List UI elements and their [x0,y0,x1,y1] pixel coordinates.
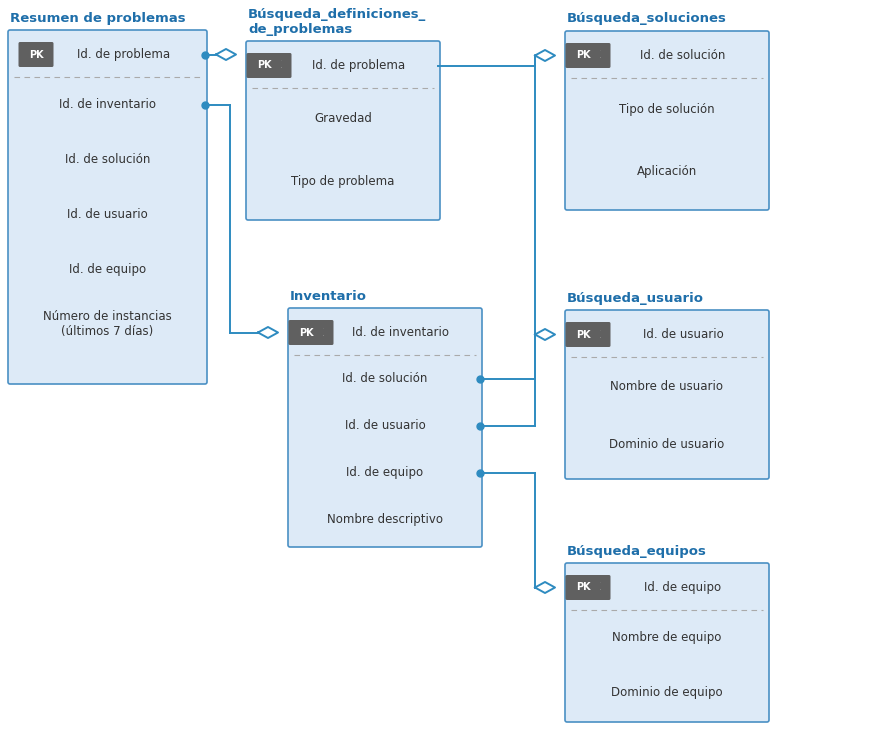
FancyBboxPatch shape [575,43,610,68]
Text: PK: PK [586,330,601,339]
Text: Id. de equipo: Id. de equipo [645,581,721,594]
FancyBboxPatch shape [288,320,324,345]
Text: PK: PK [257,60,272,71]
Text: PK: PK [586,51,601,60]
FancyBboxPatch shape [19,42,54,67]
Text: Número de instancias
(últimos 7 días): Número de instancias (últimos 7 días) [43,310,172,339]
Text: Id. de usuario: Id. de usuario [345,419,425,432]
Text: Id. de problema: Id. de problema [77,48,170,61]
FancyBboxPatch shape [257,53,291,78]
FancyBboxPatch shape [575,322,610,347]
FancyBboxPatch shape [565,575,601,600]
FancyBboxPatch shape [565,43,601,68]
Text: PK: PK [586,583,601,592]
FancyBboxPatch shape [8,30,207,384]
FancyBboxPatch shape [575,575,610,600]
Text: PK: PK [576,583,590,592]
Text: Búsqueda_definiciones_
de_problemas: Búsqueda_definiciones_ de_problemas [248,8,426,36]
FancyBboxPatch shape [565,31,769,210]
Text: Tipo de problema: Tipo de problema [291,175,394,187]
Text: Id. de solución: Id. de solución [342,372,428,385]
Text: Id. de equipo: Id. de equipo [347,466,423,479]
Text: Resumen de problemas: Resumen de problemas [10,12,185,25]
Text: PK: PK [299,327,313,338]
FancyBboxPatch shape [565,563,769,722]
Text: Id. de problema: Id. de problema [312,59,406,72]
Text: Dominio de equipo: Dominio de equipo [611,686,723,699]
Text: Gravedad: Gravedad [314,112,372,126]
Text: Nombre de usuario: Nombre de usuario [610,379,723,393]
Text: Id. de usuario: Id. de usuario [643,328,723,341]
Text: Nombre descriptivo: Nombre descriptivo [327,513,443,526]
Text: Búsqueda_usuario: Búsqueda_usuario [567,292,704,305]
Text: Búsqueda_equipos: Búsqueda_equipos [567,545,706,558]
Text: PK: PK [576,51,590,60]
FancyBboxPatch shape [246,41,440,220]
Text: PK: PK [576,330,590,339]
Text: Id. de usuario: Id. de usuario [67,208,148,221]
Text: Dominio de usuario: Dominio de usuario [609,437,725,451]
Text: Búsqueda_soluciones: Búsqueda_soluciones [567,12,727,25]
Text: Id. de inventario: Id. de inventario [353,326,450,339]
Text: Nombre de equipo: Nombre de equipo [612,631,721,644]
FancyBboxPatch shape [565,322,601,347]
Text: Id. de solución: Id. de solución [640,49,726,62]
Text: Id. de solución: Id. de solución [64,153,150,166]
Text: Tipo de solución: Tipo de solución [619,103,714,115]
Text: Id. de equipo: Id. de equipo [69,263,146,276]
FancyBboxPatch shape [288,308,482,547]
Text: PK: PK [29,50,43,60]
Text: PK: PK [266,60,281,71]
Text: Id. de inventario: Id. de inventario [59,98,156,111]
Text: Aplicación: Aplicación [637,164,697,178]
FancyBboxPatch shape [298,320,333,345]
FancyBboxPatch shape [565,310,769,479]
Text: Inventario: Inventario [290,290,367,303]
Text: PK: PK [309,327,324,338]
FancyBboxPatch shape [246,53,281,78]
